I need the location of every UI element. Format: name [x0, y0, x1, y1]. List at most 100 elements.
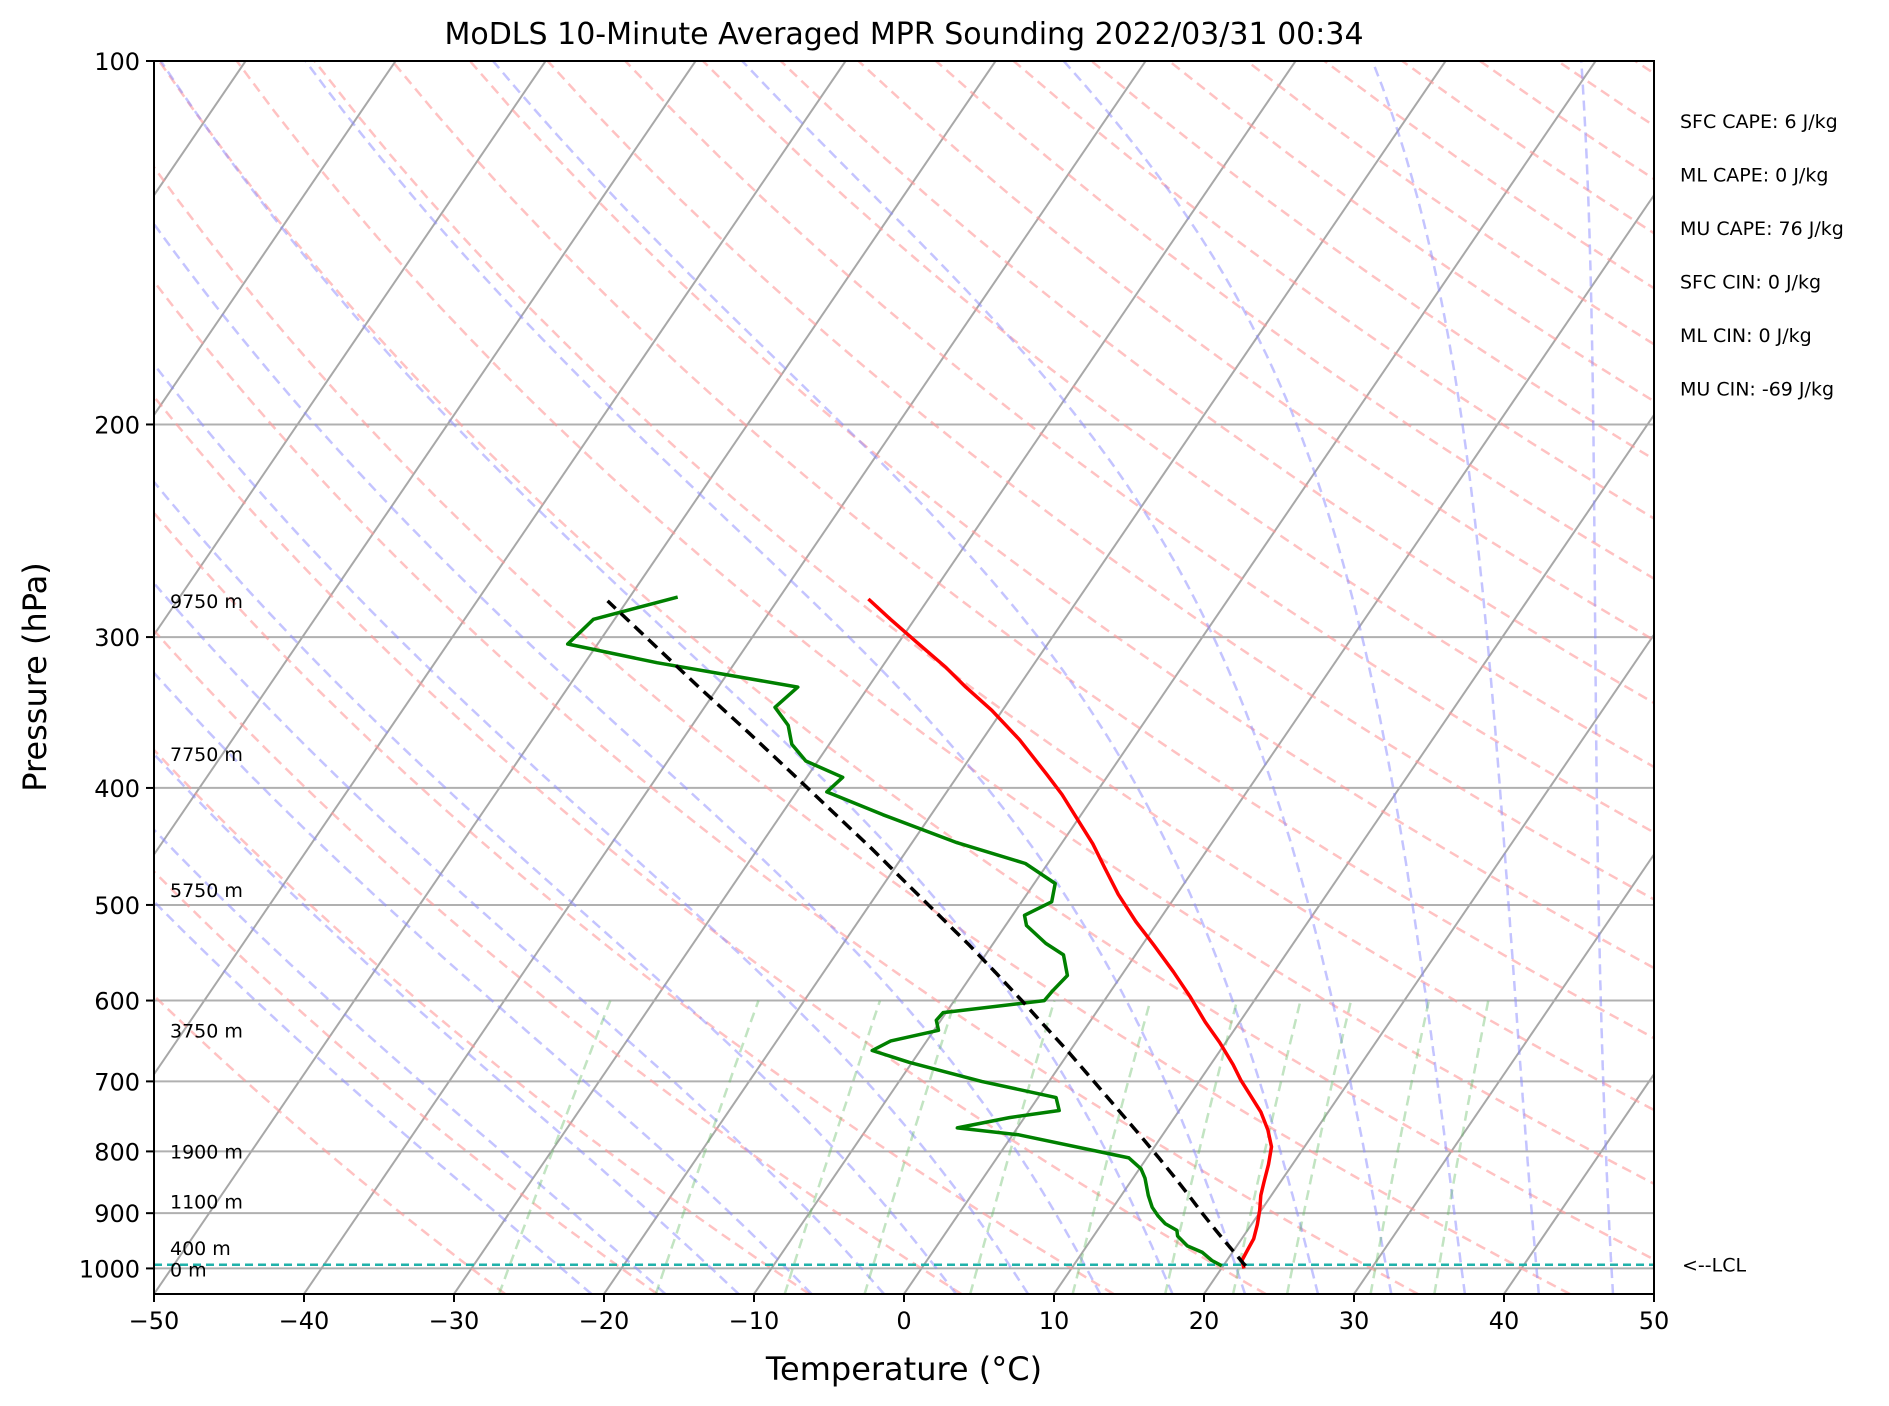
stability-index: SFC CIN: 0 J/kg	[1680, 272, 1821, 294]
isotherm	[1653, 1292, 1654, 1294]
height-label: 400 m	[170, 1238, 231, 1260]
y-tick-label: 1000	[79, 1255, 140, 1283]
x-tick-label: 40	[1489, 1307, 1520, 1335]
y-tick-label: 400	[94, 775, 140, 803]
isotherm	[303, 61, 1147, 1294]
mixing-ratio-line	[497, 1000, 612, 1294]
axes: −50 −40 −30 −20 −10 0 10 20 30 40 50 100 200 300 400 50…	[79, 48, 1747, 1335]
isotherm	[154, 61, 547, 637]
height-label: 7750 m	[170, 744, 243, 766]
isotherm	[154, 61, 397, 417]
stability-index: ML CIN: 0 J/kg	[1680, 325, 1812, 347]
mixing-ratio-line	[1163, 1000, 1239, 1294]
dry-adiabat	[624, 61, 1654, 834]
isotherm	[1353, 852, 1654, 1294]
moist-adiabat	[154, 479, 958, 1294]
height-labels: 9750 m 7750 m 5750 m 3750 m 1900 m 1100 m 400 …	[170, 591, 243, 1282]
x-tick-label: 50	[1639, 1307, 1670, 1335]
moist-adiabat	[154, 221, 1102, 1294]
dry-adiabat	[1090, 61, 1654, 461]
isotherm	[154, 61, 847, 1077]
isotherm	[1053, 413, 1654, 1294]
x-axis-label: Temperature (°C)	[765, 1350, 1042, 1388]
y-tick-label: 300	[94, 624, 140, 652]
dry-adiabat	[779, 61, 1654, 705]
height-label: 0 m	[170, 1259, 207, 1281]
y-tick-label: 100	[94, 48, 140, 76]
dry-adiabat	[154, 748, 811, 1294]
plot-frame	[153, 60, 1655, 1295]
dry-adiabat	[1556, 61, 1654, 128]
dry-adiabat	[702, 61, 1654, 769]
moist-adiabat	[1062, 61, 1467, 1294]
x-tick-label: 20	[1189, 1307, 1220, 1335]
dry-adiabat	[1323, 61, 1654, 290]
moist-adiabat	[1371, 61, 1541, 1294]
dry-adiabat	[154, 394, 1267, 1294]
x-tick-label: −30	[429, 1307, 480, 1335]
stability-index: MU CIN: -69 J/kg	[1680, 379, 1834, 401]
dry-adiabat	[154, 165, 1571, 1294]
moist-adiabat	[154, 828, 667, 1294]
y-tick-label: 700	[94, 1068, 140, 1096]
dry-adiabat	[235, 61, 1654, 1186]
dry-adiabat	[1479, 61, 1654, 181]
isotherm	[1804, 61, 1889, 1294]
mixing-ratio-line	[1231, 1000, 1302, 1294]
dry-adiabat	[546, 61, 1654, 901]
dry-adiabat	[1012, 61, 1654, 520]
dry-adiabat	[158, 61, 1654, 1261]
mixing-ratio-line	[1071, 1000, 1152, 1294]
dry-adiabat	[154, 869, 659, 1294]
y-tick-label: 200	[94, 411, 140, 439]
stability-index: MU CAPE: 76 J/kg	[1680, 218, 1844, 240]
dewpoint-line	[565, 595, 1223, 1268]
stability-index: SFC CAPE: 6 J/kg	[1680, 111, 1838, 133]
dry-adiabat	[154, 628, 963, 1294]
mixing-ratio-line	[863, 1000, 957, 1294]
moist-adiabat	[741, 61, 1393, 1294]
isotherm	[1503, 1072, 1654, 1294]
stability-indices: SFC CAPE: 6 J/kg ML CAPE: 0 J/kg MU CAPE: …	[1680, 111, 1844, 401]
isotherm	[154, 61, 697, 857]
moist-adiabat	[154, 362, 1030, 1294]
chart-title: MoDLS 10-Minute Averaged MPR Sounding 20…	[444, 17, 1363, 52]
isotherm	[1203, 632, 1654, 1294]
dry-adiabat	[391, 61, 1654, 1040]
x-tick-label: −40	[279, 1307, 330, 1335]
x-tick-label: 10	[1039, 1307, 1070, 1335]
height-label: 9750 m	[170, 591, 243, 613]
isotherm	[603, 61, 1447, 1294]
mixing-ratio-line	[1433, 1000, 1490, 1294]
isotherm	[154, 61, 997, 1294]
mixing-ratio-line	[783, 1000, 882, 1294]
temperature-line	[867, 597, 1274, 1269]
moist-adiabat	[154, 670, 813, 1294]
dry-adiabat	[1634, 61, 1654, 75]
dry-adiabat	[313, 61, 1654, 1112]
x-tick-label: 30	[1339, 1307, 1370, 1335]
dry-adiabat	[1713, 61, 1889, 1294]
y-tick-label: 900	[94, 1200, 140, 1228]
moist-adiabat	[154, 752, 740, 1294]
sounding-profiles	[565, 595, 1274, 1269]
moist-adiabat	[304, 61, 1247, 1294]
x-tick-label: −50	[129, 1307, 180, 1335]
parcel-path-line	[606, 599, 1248, 1268]
y-axis-label: Pressure (hPa)	[16, 562, 54, 792]
background-grid	[154, 61, 1889, 1294]
lcl-label: <--LCL	[1682, 1255, 1746, 1277]
y-tick-label: 600	[94, 988, 140, 1016]
dry-adiabat	[935, 61, 1654, 581]
moist-adiabat	[492, 61, 1320, 1294]
moist-adiabat	[159, 61, 1174, 1294]
x-tick-label: −20	[579, 1307, 630, 1335]
height-label: 1900 m	[170, 1141, 243, 1163]
height-label: 5750 m	[170, 880, 243, 902]
height-label: 1100 m	[170, 1191, 243, 1213]
dry-adiabat	[1246, 61, 1654, 346]
mixing-ratio-line	[1369, 1000, 1431, 1294]
moist-adiabat	[154, 581, 885, 1294]
mixing-ratio-line	[1285, 1000, 1353, 1294]
